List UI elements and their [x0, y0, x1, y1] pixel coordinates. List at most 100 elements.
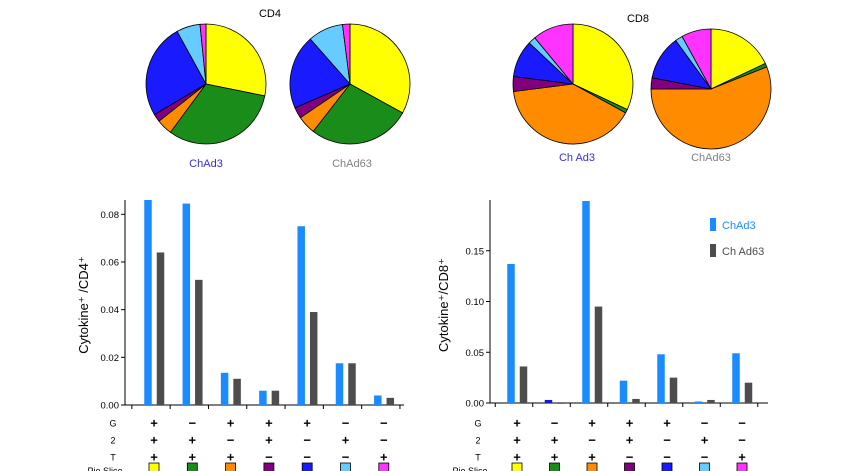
cd8-combo-marker: + [551, 433, 559, 448]
cd4-row-label: 2 [110, 436, 115, 446]
cd4-combo-marker: + [227, 416, 235, 431]
pie-slice-cd4-chad3-2 [169, 83, 266, 145]
cd4-bar-chad3-3 [220, 372, 229, 405]
cd8-pie-slice-swatch [511, 462, 523, 471]
cd4-bar-chad3-1 [144, 200, 152, 405]
cd4-combo-marker: − [265, 450, 273, 465]
cd8-combo-marker: + [701, 433, 709, 448]
cd4-bar-chad3-6 [335, 363, 344, 405]
cd4-combo-marker: + [189, 433, 197, 448]
cd4-bar-chad63-5 [309, 312, 318, 405]
cd8-y-tick-label: 0.10 [466, 297, 485, 308]
cd8-pie-slice-label: Pie Slice [452, 466, 487, 471]
cd8-combo-marker: + [663, 416, 671, 431]
cd8-row-label: 2 [475, 436, 480, 446]
pie-slice-cd8-chad3-3 [513, 83, 627, 145]
pie-slice-cd4-chad63-5 [289, 38, 351, 109]
cd8-combo-marker: + [588, 450, 596, 465]
cd4-combo-marker: + [189, 450, 197, 465]
cd8-combo-marker: + [626, 416, 634, 431]
cd8-combo-marker: + [588, 416, 596, 431]
legend-swatch-chad3 [710, 218, 716, 231]
cd8-bar-chad63-3 [594, 306, 603, 403]
cd8-bar-chad3-6 [694, 401, 703, 403]
cd8-pie-slice-swatch [661, 462, 673, 471]
cd4-row-label: T [110, 453, 116, 463]
cd8-chad63-pie-label: ChAd63 [691, 152, 731, 164]
cd4-combo-marker: − [380, 433, 388, 448]
cd4-combo-marker: + [227, 450, 235, 465]
pie-slice-cd4-chad63-1 [349, 23, 411, 114]
cd4-combo-marker: + [150, 433, 158, 448]
pie-slice-cd4-chad3-5 [145, 30, 207, 116]
cd4-combo-marker: − [227, 433, 235, 448]
pie-slice-cd4-chad63-2 [312, 83, 404, 145]
cd4-combo-marker: + [303, 416, 311, 431]
legend-swatch-chad63 [710, 244, 716, 257]
cd4-chad3-pie-label: ChAd3 [189, 158, 223, 170]
pie-charts [145, 23, 772, 150]
cd8-bar-chad3-4 [619, 380, 628, 403]
cd4-pie-slice-swatch [378, 462, 390, 471]
cd4-pie-slice-swatch [301, 462, 313, 471]
cd4-bar-chad63-3 [233, 378, 241, 405]
cd8-bar-chad3-3 [582, 201, 590, 403]
cd8-combo-marker: − [551, 416, 559, 431]
cd4-bar-chad3-2 [182, 203, 191, 405]
cd8-chad3-pie-label: Ch Ad3 [559, 152, 595, 164]
cd8-combo-marker: − [701, 450, 709, 465]
cd8-bar-chad63-7 [744, 382, 753, 403]
cd4-combo-marker: − [303, 433, 311, 448]
pie-slice-cd8-chad3-1 [572, 23, 634, 111]
cd8-y-tick-label: 0.15 [466, 246, 485, 257]
pie-slice-cd8-chad63-7 [681, 28, 712, 90]
cd4-combo-marker: + [380, 450, 388, 465]
cd8-bar-chad63-6 [707, 399, 715, 403]
cd4-combo-marker: + [342, 433, 350, 448]
cd8-combo-marker: − [588, 433, 596, 448]
cd8-bar-chad3-5 [657, 354, 665, 403]
cd8-pie-slice-swatch [699, 462, 710, 471]
cd8-bar-chad63-2 [557, 403, 565, 404]
cd4-pie-slice-swatch [148, 462, 160, 471]
cd8-bar-chad63-4 [632, 398, 640, 403]
cd4-pie-slice-swatch [340, 462, 351, 471]
cd8-combo-marker: + [626, 433, 634, 448]
cd4-combo-marker: + [150, 450, 158, 465]
cd4-combo-marker: − [189, 416, 197, 431]
cd8-combo-marker: + [551, 450, 559, 465]
cd8-bar-chad3-7 [732, 353, 740, 403]
cd8-bar-chad3-1 [507, 263, 515, 403]
pie-slice-cd8-chad63-3 [650, 66, 772, 150]
cd8-combo-marker: − [738, 416, 746, 431]
cd4-bar-chad3-4 [259, 390, 267, 405]
pie-slice-cd4-chad3-7 [199, 23, 207, 85]
cd4-pie-title: CD4 [259, 8, 281, 20]
cd4-y-tick-label: 0.02 [101, 353, 120, 364]
pie-slice-cd4-chad63-7 [342, 23, 351, 85]
cd4-bar-chad3-5 [297, 226, 305, 405]
pie-slice-cd8-chad63-1 [710, 28, 766, 90]
cd8-combo-marker: − [738, 433, 746, 448]
cd4-combo-marker: − [342, 416, 350, 431]
cd8-combo-marker: − [626, 450, 634, 465]
cd8-combo-marker: − [701, 416, 709, 431]
cd4-combo-marker: + [150, 416, 158, 431]
legend: ChAd3 Ch Ad63 [710, 218, 764, 258]
cd8-pie-slice-swatch [736, 462, 748, 471]
cd4-y-tick-label: 0.06 [101, 257, 120, 268]
cd8-y-tick-label: 0.00 [466, 399, 485, 410]
cd8-row-label: T [475, 453, 481, 463]
bar-charts: 0.00 0.02 0.04 0.06 0.08 G 2 T + + + − + + + − + + + − + − − − +… [87, 200, 768, 471]
cd8-combo-marker: + [738, 450, 746, 465]
cd4-y-tick-label: 0.08 [101, 210, 120, 221]
cd8-y-axis-label: Cytokine⁺/CD8⁺ [436, 258, 451, 352]
cd4-bar-chad63-4 [271, 390, 280, 405]
cd8-combo-marker: + [513, 450, 521, 465]
cd4-chad63-pie-label: ChAd63 [332, 158, 372, 170]
cd8-combo-marker: + [513, 433, 521, 448]
cd8-combo-marker: − [663, 433, 671, 448]
legend-label-chad63: Ch Ad63 [722, 246, 764, 258]
cd4-combo-marker: + [265, 416, 273, 431]
cd4-bar-chad3-7 [374, 395, 382, 405]
